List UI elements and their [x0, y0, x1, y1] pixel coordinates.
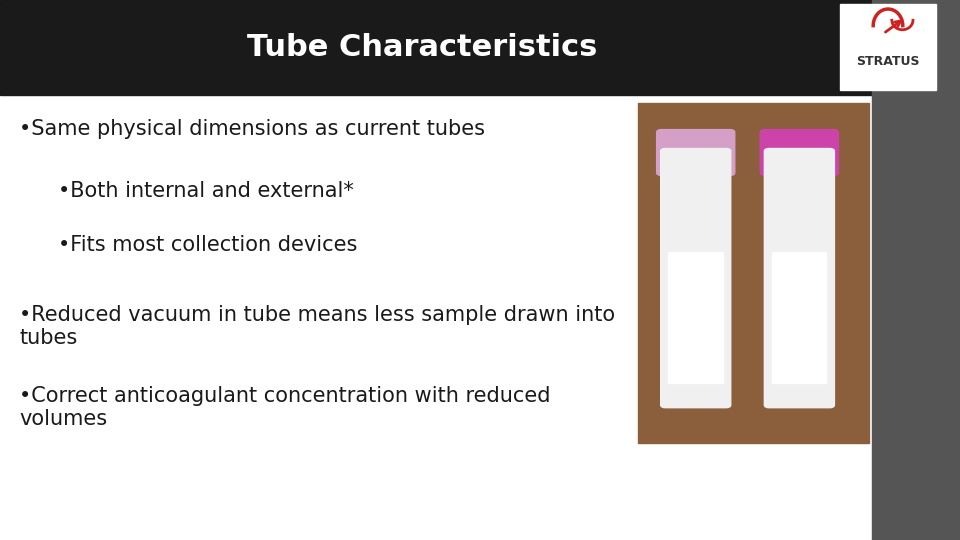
Text: STRATUS: STRATUS	[856, 56, 920, 69]
Bar	[0, 0, 872, 94]
Bar	[840, 4, 936, 91]
FancyBboxPatch shape	[760, 130, 838, 176]
Text: •Fits most collection devices: •Fits most collection devices	[58, 235, 357, 255]
Text: Tube Characteristics: Tube Characteristics	[248, 33, 597, 62]
Bar	[668, 252, 723, 383]
FancyBboxPatch shape	[764, 148, 834, 408]
Text: •Reduced vacuum in tube means less sample drawn into
tubes: •Reduced vacuum in tube means less sampl…	[19, 305, 615, 348]
Bar	[772, 252, 827, 383]
FancyBboxPatch shape	[657, 130, 734, 176]
FancyBboxPatch shape	[660, 148, 731, 408]
Text: •Both internal and external*: •Both internal and external*	[58, 181, 353, 201]
Text: •Same physical dimensions as current tubes: •Same physical dimensions as current tub…	[19, 119, 485, 139]
Bar	[638, 103, 869, 443]
Bar	[872, 0, 960, 540]
Text: •Correct anticoagulant concentration with reduced
volumes: •Correct anticoagulant concentration wit…	[19, 386, 551, 429]
